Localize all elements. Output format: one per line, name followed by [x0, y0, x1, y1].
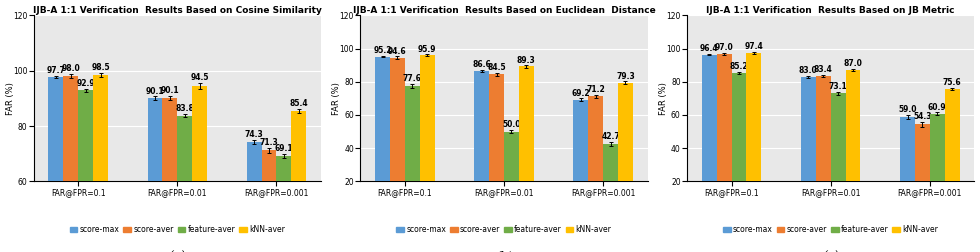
Text: 96.4: 96.4 [700, 44, 718, 53]
Text: 83.8: 83.8 [175, 104, 194, 113]
Legend: score-max, score-aver, feature-aver, kNN-aver: score-max, score-aver, feature-aver, kNN… [393, 222, 614, 237]
Bar [518, 66, 534, 181]
Text: 69.2: 69.2 [571, 89, 590, 98]
Y-axis label: FAR (%): FAR (%) [6, 82, 15, 115]
Bar [163, 98, 177, 181]
Text: 79.3: 79.3 [616, 72, 635, 81]
Text: 90.1: 90.1 [146, 87, 165, 96]
Bar [390, 57, 405, 181]
Text: 60.9: 60.9 [928, 103, 947, 112]
Bar [262, 150, 276, 181]
Bar [588, 97, 603, 181]
Bar [846, 70, 860, 181]
Text: 92.9: 92.9 [76, 79, 95, 88]
Bar [247, 142, 262, 181]
Bar [64, 76, 78, 181]
Bar [276, 156, 291, 181]
Y-axis label: FAR (%): FAR (%) [332, 82, 341, 115]
Text: 90.1: 90.1 [161, 86, 179, 95]
Title: IJB-A 1:1 Verification  Results Based on Euclidean  Distance: IJB-A 1:1 Verification Results Based on … [353, 6, 656, 15]
Text: 86.6: 86.6 [472, 60, 491, 69]
Text: 83.4: 83.4 [813, 65, 833, 74]
Legend: score-max, score-aver, feature-aver, kNN-aver: score-max, score-aver, feature-aver, kNN… [67, 222, 288, 237]
Text: 85.2: 85.2 [730, 62, 749, 71]
Text: 71.2: 71.2 [586, 85, 605, 94]
Bar [930, 113, 945, 181]
Text: 69.1: 69.1 [274, 144, 293, 153]
Text: 98.0: 98.0 [62, 64, 80, 73]
Text: 97.7: 97.7 [46, 66, 66, 75]
Text: 89.3: 89.3 [516, 55, 536, 65]
Text: 71.3: 71.3 [260, 138, 278, 147]
Text: (b): (b) [495, 251, 513, 252]
Bar [78, 90, 93, 181]
Bar [405, 86, 419, 181]
Text: 74.3: 74.3 [245, 130, 264, 139]
Bar [618, 83, 633, 181]
Bar [419, 55, 434, 181]
Text: 94.5: 94.5 [190, 73, 209, 82]
Bar [474, 71, 489, 181]
Bar [815, 76, 831, 181]
Legend: score-max, score-aver, feature-aver, kNN-aver: score-max, score-aver, feature-aver, kNN… [720, 222, 941, 237]
Bar [489, 74, 504, 181]
Text: 85.4: 85.4 [289, 99, 308, 108]
Bar [148, 98, 163, 181]
Bar [716, 53, 731, 181]
Text: 50.0: 50.0 [502, 120, 520, 130]
Text: 54.3: 54.3 [913, 112, 932, 121]
Bar [93, 75, 108, 181]
Text: 77.6: 77.6 [403, 74, 421, 83]
Bar [48, 77, 64, 181]
Bar [915, 124, 930, 181]
Text: 59.0: 59.0 [899, 105, 916, 114]
Bar [900, 117, 915, 181]
Bar [945, 89, 959, 181]
Text: 75.6: 75.6 [943, 78, 961, 87]
Bar [573, 100, 588, 181]
Bar [747, 53, 761, 181]
Text: (c): (c) [822, 251, 839, 252]
Text: 95.9: 95.9 [417, 45, 436, 54]
Text: 83.0: 83.0 [799, 66, 817, 75]
Text: 94.6: 94.6 [388, 47, 407, 56]
Text: 42.7: 42.7 [601, 132, 620, 141]
Text: 95.2: 95.2 [373, 46, 392, 55]
Bar [177, 116, 192, 181]
Bar [731, 73, 747, 181]
Text: 98.5: 98.5 [91, 63, 110, 72]
Y-axis label: FAR (%): FAR (%) [659, 82, 668, 115]
Text: (a): (a) [169, 251, 186, 252]
Bar [831, 93, 846, 181]
Text: 97.0: 97.0 [714, 43, 733, 52]
Bar [702, 54, 716, 181]
Bar [291, 111, 306, 181]
Bar [504, 132, 518, 181]
Text: 97.4: 97.4 [745, 42, 763, 51]
Bar [603, 144, 618, 181]
Bar [192, 86, 207, 181]
Text: 84.5: 84.5 [487, 63, 506, 72]
Title: IJB-A 1:1 Verification  Results Based on Cosine Similarity: IJB-A 1:1 Verification Results Based on … [33, 6, 321, 15]
Title: IJB-A 1:1 Verification  Results Based on JB Metric: IJB-A 1:1 Verification Results Based on … [707, 6, 955, 15]
Bar [375, 56, 390, 181]
Text: 73.1: 73.1 [829, 82, 848, 91]
Bar [801, 77, 815, 181]
Text: 87.0: 87.0 [844, 59, 862, 69]
